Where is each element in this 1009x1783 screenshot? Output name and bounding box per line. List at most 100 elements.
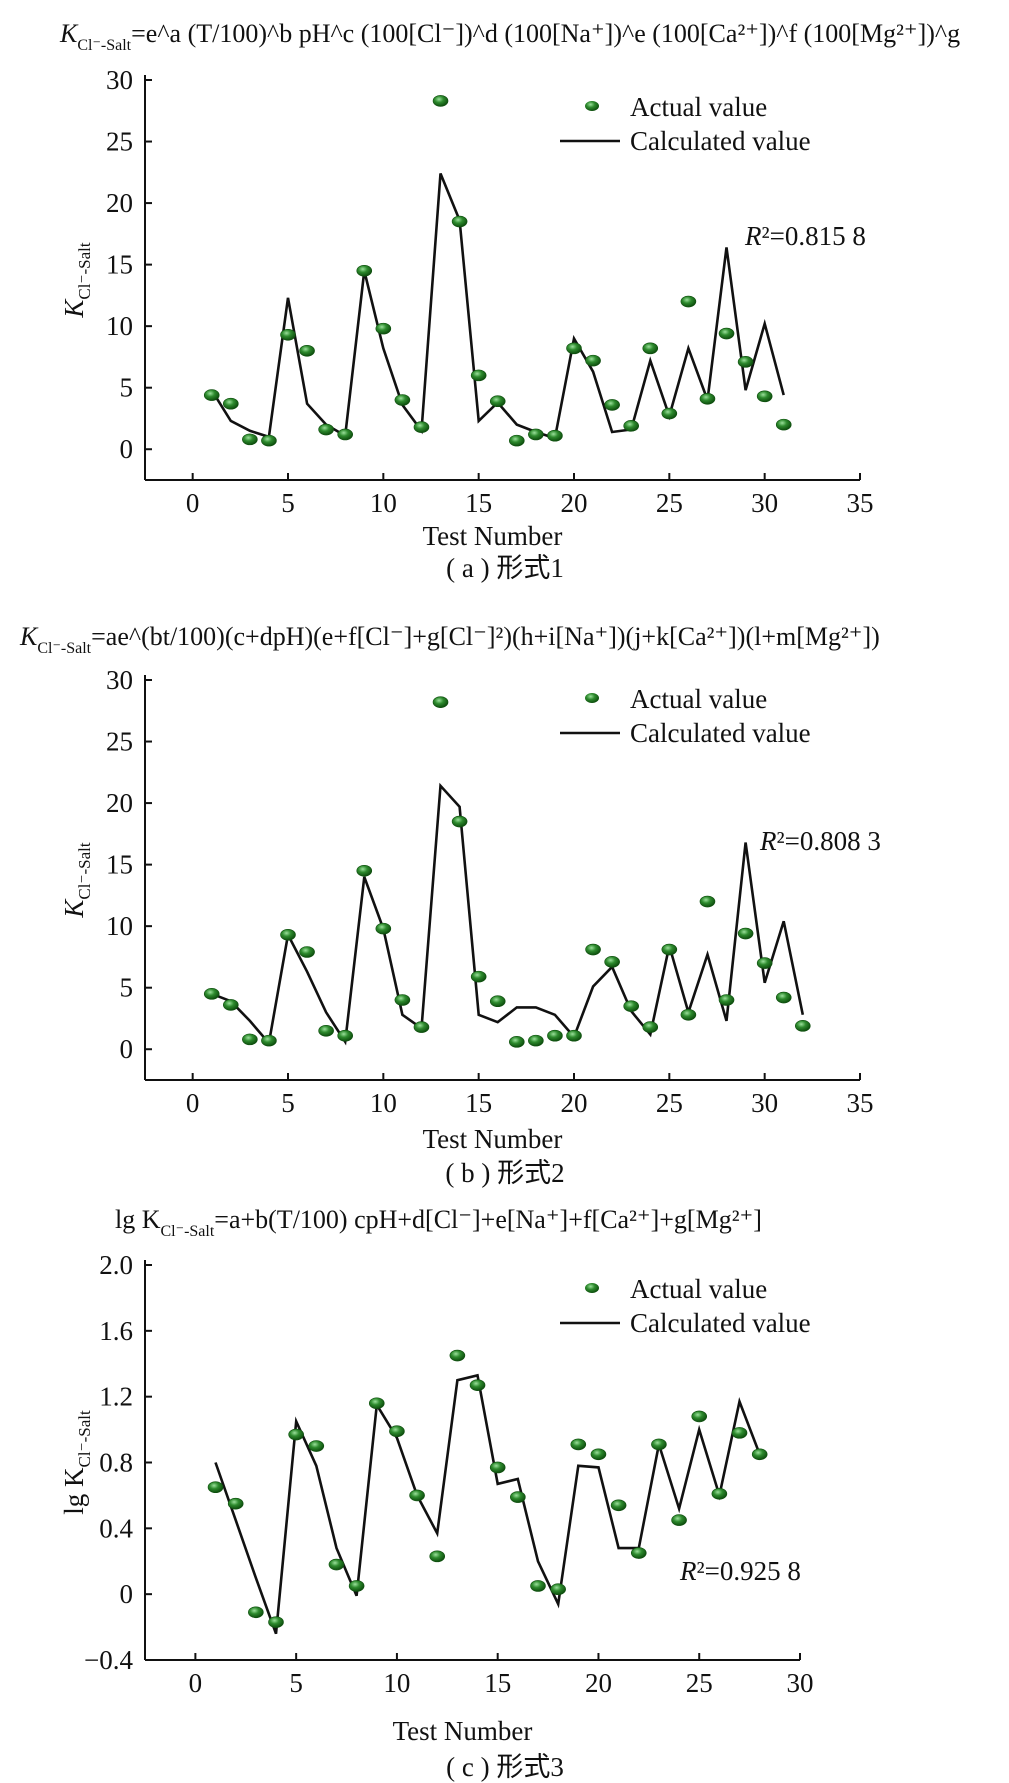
- x-axis-label: Test Number: [393, 1716, 533, 1746]
- y-tick-label: 0: [120, 1579, 134, 1609]
- actual-value-point: [604, 399, 620, 411]
- actual-value-point: [375, 322, 392, 335]
- actual-value-point: [691, 1410, 708, 1423]
- actual-value-point: [227, 1497, 244, 1510]
- actual-value-point: [585, 943, 601, 956]
- x-tick-label: 25: [686, 1668, 713, 1698]
- legend-label-actual: Actual value: [630, 684, 767, 714]
- actual-value-point: [242, 1033, 258, 1046]
- actual-value-point: [356, 264, 373, 277]
- y-tick-label: −0.4: [84, 1645, 133, 1675]
- actual-value-point: [585, 354, 601, 367]
- chart-b: 0 5 10 15 20 25 30 35 0 5 10 15 20 25 30 Test Number KCl…: [59, 665, 881, 1188]
- actual-value-point: [394, 394, 411, 406]
- actual-value-point: [775, 991, 792, 1004]
- y-tick-label: 0: [120, 1034, 134, 1064]
- actual-value-point: [261, 1034, 277, 1047]
- actual-value-point: [268, 1616, 284, 1628]
- actual-value-point: [451, 815, 468, 828]
- actual-value-point: [242, 433, 258, 446]
- x-tick-label: 15: [484, 1668, 511, 1698]
- actual-value-point: [661, 407, 678, 420]
- x-tick-label: 10: [383, 1668, 410, 1698]
- actual-value-point: [470, 970, 487, 983]
- x-tick-label: 0: [186, 488, 200, 518]
- actual-value-point: [368, 1397, 385, 1410]
- x-tick-label: 30: [787, 1668, 814, 1698]
- actual-value-point: [528, 1034, 544, 1047]
- actual-value-point: [530, 1580, 546, 1592]
- actual-value-point: [508, 434, 525, 447]
- actual-value-point: [737, 356, 754, 368]
- calculated-value-line: [214, 1373, 761, 1635]
- y-tick-label: 15: [106, 250, 133, 280]
- actual-value-point: [288, 1428, 304, 1441]
- r-squared-annotation: R²=0.925 8: [679, 1556, 801, 1586]
- equation-b: KCl⁻-Salt=ae^(bt/100)(c+dpH)(e+f[Cl⁻]+g[…: [19, 622, 880, 657]
- y-tick-label: 0.4: [99, 1513, 133, 1543]
- y-tick-label: 30: [106, 665, 133, 695]
- actual-value-point: [318, 1024, 334, 1037]
- actual-value-point: [280, 328, 296, 341]
- actual-value-point: [203, 389, 220, 401]
- y-tick-label: 1.2: [99, 1382, 133, 1412]
- y-tick-label: 10: [106, 911, 133, 941]
- x-axis-label: Test Number: [423, 1124, 563, 1154]
- x-tick-label: 15: [465, 1088, 492, 1118]
- actual-value-point: [642, 1021, 659, 1033]
- r-squared-annotation: R²=0.808 3: [759, 826, 881, 856]
- actual-value-point: [389, 1425, 405, 1438]
- actual-value-point: [413, 1021, 430, 1033]
- legend-marker-actual: [585, 101, 599, 111]
- actual-value-point: [699, 895, 716, 908]
- y-tick-label: 1.6: [99, 1316, 133, 1346]
- actual-value-point: [280, 928, 296, 941]
- equation-c: lg KCl⁻-Salt=a+b(T/100) cpH+d[Cl⁻]+e[Na⁺…: [115, 1205, 762, 1240]
- actual-value-point: [409, 1489, 425, 1502]
- equation-a: KCl⁻-Salt=e^a (T/100)^b pH^c (100[Cl⁻])^…: [59, 19, 960, 54]
- y-tick-label: 15: [106, 850, 133, 880]
- legend-label-calculated: Calculated value: [630, 1308, 811, 1338]
- actual-value-point: [751, 1448, 768, 1461]
- actual-value-point: [731, 1427, 748, 1439]
- actual-value-point: [328, 1558, 345, 1571]
- actual-value-point: [248, 1606, 264, 1619]
- actual-value-point: [680, 1008, 697, 1021]
- actual-value-point: [489, 995, 506, 1008]
- actual-value-point: [299, 946, 315, 958]
- x-tick-label: 5: [289, 1668, 303, 1698]
- x-tick-label: 35: [847, 488, 874, 518]
- y-tick-label: 25: [106, 727, 133, 757]
- y-tick-label: 10: [106, 311, 133, 341]
- actual-value-point: [203, 988, 220, 1000]
- figure-caption: ( b ) 形式2: [445, 1158, 564, 1188]
- actual-value-point: [547, 1029, 563, 1042]
- actual-value-point: [299, 344, 315, 357]
- figure-caption: ( c ) 形式3: [446, 1752, 564, 1782]
- actual-value-point: [449, 1349, 466, 1362]
- actual-value-point: [547, 429, 563, 442]
- y-tick-label: 0.8: [99, 1448, 133, 1478]
- x-tick-label: 20: [561, 1088, 588, 1118]
- actual-value-point: [610, 1499, 627, 1512]
- y-tick-label: 20: [106, 788, 133, 818]
- y-tick-label: 0: [120, 434, 134, 464]
- actual-value-point: [470, 369, 487, 382]
- x-tick-label: 5: [281, 1088, 295, 1118]
- legend-label-actual: Actual value: [630, 1274, 767, 1304]
- actual-value-point: [510, 1491, 526, 1503]
- actual-value-point: [630, 1547, 647, 1559]
- actual-value-point: [711, 1487, 728, 1500]
- y-tick-label: 5: [120, 973, 134, 1003]
- actual-value-point: [337, 428, 354, 441]
- legend-label-calculated: Calculated value: [630, 126, 811, 156]
- actual-value-point: [756, 390, 773, 403]
- actual-value-point: [590, 1448, 607, 1461]
- legend-label-actual: Actual value: [630, 92, 767, 122]
- actual-value-point: [207, 1481, 224, 1493]
- y-tick-label: 5: [120, 373, 134, 403]
- calculated-value-line: [211, 782, 805, 1047]
- x-tick-label: 30: [751, 488, 778, 518]
- x-tick-label: 25: [656, 1088, 683, 1118]
